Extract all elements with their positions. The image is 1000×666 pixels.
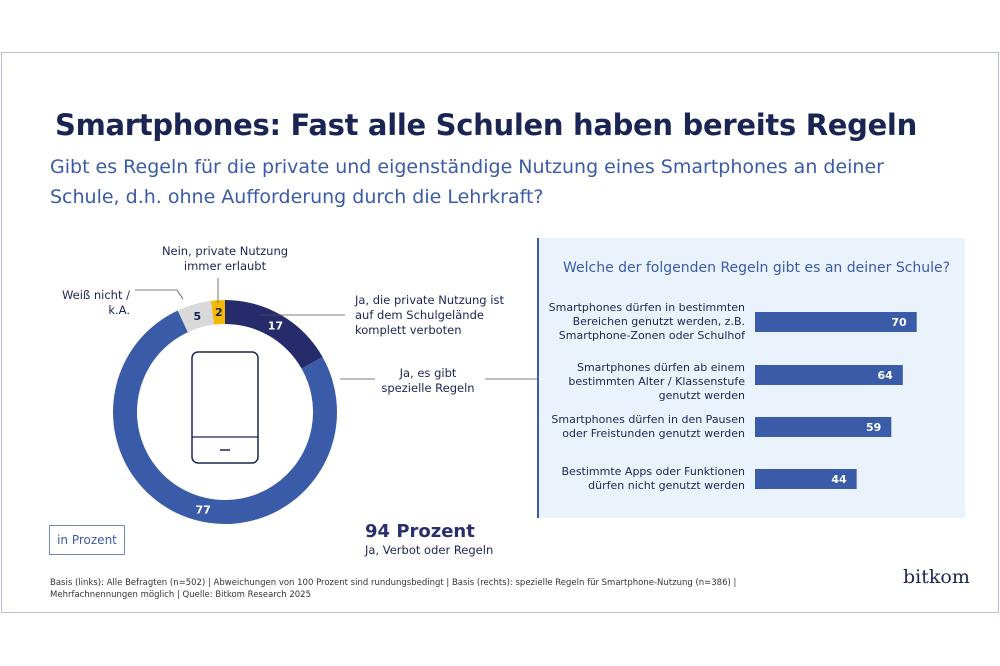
smartphone-icon xyxy=(191,351,259,464)
slice-label-1: Ja, es gibt spezielle Regeln xyxy=(381,366,475,395)
bar-value: 70 xyxy=(891,316,907,329)
chart-frame xyxy=(1,52,999,613)
bar-category-label: Smartphones dürfen in den Pausen oder Fr… xyxy=(551,413,745,440)
bitkom-logo: bitkom xyxy=(903,566,970,588)
slice-value: 5 xyxy=(194,310,202,323)
page-title: Smartphones: Fast alle Schulen haben ber… xyxy=(55,108,917,142)
slice-value: 77 xyxy=(196,504,211,517)
bar xyxy=(755,469,857,489)
question-subtitle: Gibt es Regeln für die private und eigen… xyxy=(50,156,884,208)
bar-category-label: Smartphones dürfen in bestimmten Bereich… xyxy=(548,301,745,342)
slice-label-3: Weiß nicht / k.A. xyxy=(61,288,130,317)
donut-slice xyxy=(225,300,323,369)
bar xyxy=(755,312,917,332)
bar xyxy=(755,365,903,385)
donut-slice xyxy=(211,300,225,325)
donut-slice xyxy=(177,300,215,333)
leader-line xyxy=(176,289,184,300)
unit-label: in Prozent xyxy=(49,525,125,555)
slice-value: 17 xyxy=(268,320,283,333)
bar-value: 64 xyxy=(878,369,894,382)
bar-value: 59 xyxy=(866,421,881,434)
footnote: Basis (links): Alle Befragten (n=502) | … xyxy=(50,578,737,600)
slice-value: 2 xyxy=(215,306,223,319)
bar-category-label: Smartphones dürfen ab einem bestimmten A… xyxy=(568,361,745,402)
summary-value: 94 Prozent xyxy=(365,521,475,542)
summary-label: Ja, Verbot oder Regeln xyxy=(365,543,494,557)
panel-title: Welche der folgenden Regeln gibt es an d… xyxy=(563,260,951,276)
slice-label-2: Nein, private Nutzung immer erlaubt xyxy=(161,244,289,273)
bar-category-label: Bestimmte Apps oder Funktionen dürfen ni… xyxy=(561,465,746,492)
slice-label-0: Ja, die private Nutzung ist auf dem Schu… xyxy=(355,293,504,337)
bar xyxy=(755,417,892,437)
bar-value: 44 xyxy=(831,473,847,486)
